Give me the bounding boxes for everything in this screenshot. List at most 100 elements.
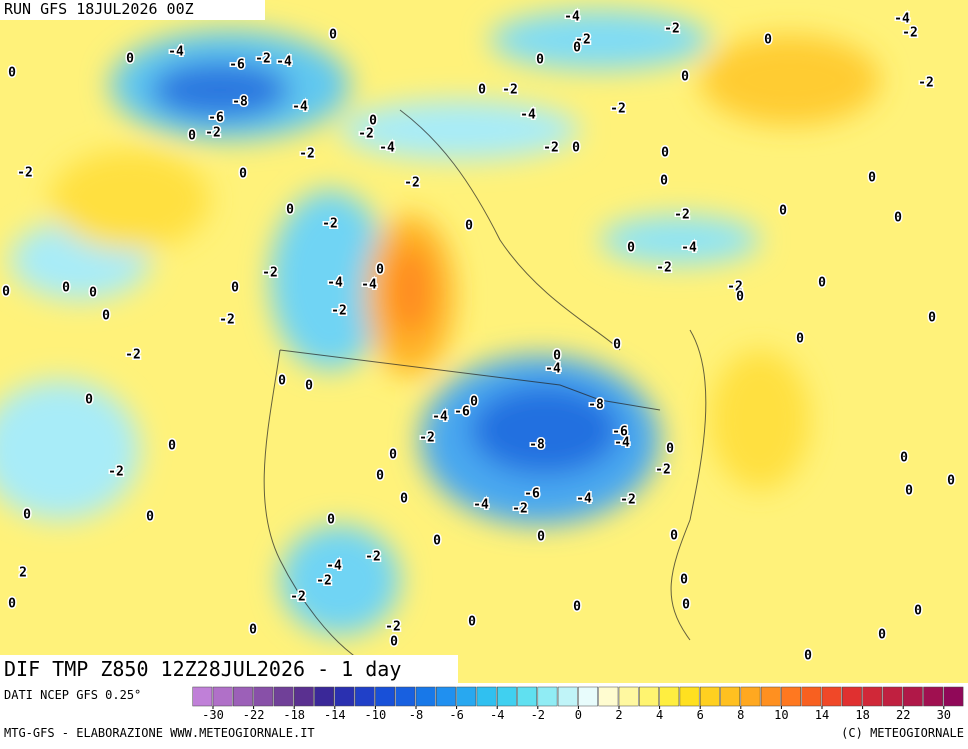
contour-label: -2 — [512, 502, 528, 517]
contour-label: 0 — [537, 530, 545, 545]
contour-label: 0 — [553, 349, 561, 364]
contour-label: 0 — [478, 83, 486, 98]
contour-label: 0 — [305, 379, 313, 394]
contour-label: -2 — [290, 590, 306, 605]
colorbar-swatch — [659, 686, 680, 707]
contour-label: -8 — [232, 95, 248, 110]
contour-label: -2 — [262, 266, 278, 281]
colorbar-label: -22 — [243, 708, 265, 722]
contour-label: -4 — [473, 498, 489, 513]
contour-label: 0 — [249, 623, 257, 638]
contour-label: -8 — [529, 438, 545, 453]
contour-label: 0 — [804, 649, 812, 664]
contour-label: -6 — [208, 111, 224, 126]
contour-label: -2 — [385, 620, 401, 635]
contour-label: -4 — [292, 100, 308, 115]
contour-label: -6 — [454, 405, 470, 420]
colorbar-swatch — [496, 686, 517, 707]
contour-label: -4 — [520, 108, 536, 123]
colorbar-swatch — [375, 686, 395, 707]
contour-label: 0 — [468, 615, 476, 630]
contour-label: -4 — [326, 559, 342, 574]
contour-label: -4 — [564, 10, 580, 25]
colorbar-swatch — [720, 686, 741, 707]
colorbar-swatch — [334, 686, 355, 707]
contour-label: -2 — [404, 176, 420, 191]
contour-label: 0 — [736, 290, 744, 305]
contour-label: -2 — [543, 141, 559, 156]
contour-label: 0 — [376, 263, 384, 278]
contour-label: -2 — [674, 208, 690, 223]
contour-label: 0 — [2, 285, 10, 300]
colorbar-swatch — [212, 686, 233, 707]
colorbar-swatch — [314, 686, 335, 707]
contour-label: 0 — [627, 241, 635, 256]
contour-label: 0 — [680, 573, 688, 588]
contour-label: 0 — [389, 448, 397, 463]
contour-label: 0 — [102, 309, 110, 324]
colorbar-swatch — [862, 686, 883, 707]
colorbar-swatch — [699, 686, 720, 707]
contour-label: -4 — [276, 55, 292, 70]
contour-label: -4 — [327, 276, 343, 291]
contour-label: 0 — [947, 474, 955, 489]
colorbar-label: -18 — [283, 708, 305, 722]
contour-label: 0 — [465, 219, 473, 234]
contour-label: -4 — [545, 362, 561, 377]
colorbar-swatch — [760, 686, 781, 707]
contour-label: 0 — [928, 311, 936, 326]
contour-label: 0 — [661, 146, 669, 161]
contour-label: -4 — [168, 45, 184, 60]
colorbar-label: -10 — [365, 708, 387, 722]
contour-label: 0 — [914, 604, 922, 619]
colorbar-label: 22 — [896, 708, 910, 722]
contour-label: 0 — [329, 28, 337, 43]
contour-label: -2 — [299, 147, 315, 162]
contour-label: -2 — [365, 550, 381, 565]
contour-label: 0 — [894, 211, 902, 226]
contour-label: 2 — [19, 566, 27, 581]
contour-label: 0 — [433, 534, 441, 549]
contour-label: 0 — [376, 469, 384, 484]
colorbar-label: 6 — [697, 708, 704, 722]
contour-label: -2 — [655, 463, 671, 478]
colorbar-swatch — [882, 686, 903, 707]
contour-label: -2 — [902, 26, 918, 41]
colorbar-swatch — [781, 686, 801, 707]
colorbar-swatch — [578, 686, 598, 707]
contour-label: -2 — [316, 574, 332, 589]
colorbar-swatch — [456, 686, 477, 707]
contour-label: -2 — [620, 493, 636, 508]
contour-label: 0 — [779, 204, 787, 219]
contour-label: 0 — [572, 141, 580, 156]
contour-label: -6 — [612, 425, 628, 440]
colorbar-swatch — [740, 686, 761, 707]
contour-label: -2 — [331, 304, 347, 319]
contour-label: 0 — [23, 508, 31, 523]
contour-label: -4 — [576, 492, 592, 507]
contour-label: 0 — [8, 597, 16, 612]
contour-label: 0 — [146, 510, 154, 525]
contour-label: -2 — [575, 33, 591, 48]
contour-label: -4 — [379, 141, 395, 156]
run-label: RUN GFS 18JUL2026 00Z — [4, 0, 194, 18]
colorbar-swatch — [293, 686, 314, 707]
colorbar-label: -30 — [202, 708, 224, 722]
contour-label: -2 — [419, 431, 435, 446]
colorbar-swatch — [192, 686, 213, 707]
contour-label: -8 — [588, 398, 604, 413]
colorbar-swatch — [639, 686, 659, 707]
contour-label: -2 — [125, 348, 141, 363]
contour-label: 0 — [390, 635, 398, 650]
contour-label: 0 — [278, 374, 286, 389]
colorbar-swatch — [618, 686, 639, 707]
colorbar-swatch — [273, 686, 294, 707]
contour-label: 0 — [868, 171, 876, 186]
colorbar-swatch — [253, 686, 274, 707]
colorbar-label: -8 — [409, 708, 423, 722]
contour-label: -4 — [614, 436, 630, 451]
contour-label: -4 — [894, 12, 910, 27]
contour-label: 0 — [231, 281, 239, 296]
colorbar-swatch — [517, 686, 538, 707]
contour-label: 0 — [126, 52, 134, 67]
